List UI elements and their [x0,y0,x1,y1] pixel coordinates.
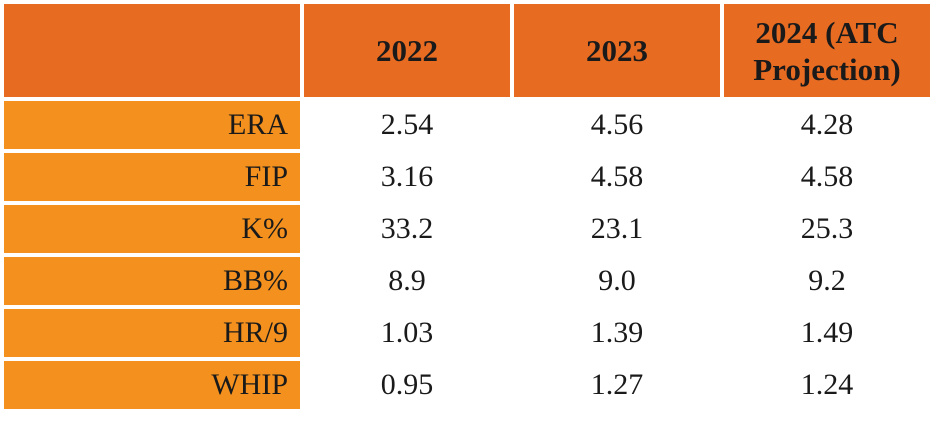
table-row: HR/9 1.03 1.39 1.49 [0,305,930,361]
row-label: HR/9 [0,305,304,361]
value-cell: 23.1 [510,201,724,257]
row-label: WHIP [0,357,304,413]
value-cell: 33.2 [300,201,514,257]
row-label: ERA [0,97,304,153]
table-row: BB% 8.9 9.0 9.2 [0,253,930,309]
header-row: 2022 2023 2024 (ATC Projection) [0,0,930,101]
stats-table: 2022 2023 2024 (ATC Projection) ERA 2.54 4… [0,0,930,413]
column-header-2023: 2023 [510,0,724,101]
value-cell: 9.0 [510,253,724,309]
value-cell: 3.16 [300,149,514,205]
value-cell: 1.39 [510,305,724,361]
value-cell: 4.58 [510,149,724,205]
table-row: WHIP 0.95 1.27 1.24 [0,357,930,413]
value-cell: 0.95 [300,357,514,413]
value-cell: 1.27 [510,357,724,413]
value-cell: 4.56 [510,97,724,153]
table-row: K% 33.2 23.1 25.3 [0,201,930,257]
table-row: FIP 3.16 4.58 4.58 [0,149,930,205]
value-cell: 1.24 [720,357,930,413]
value-cell: 8.9 [300,253,514,309]
value-cell: 4.58 [720,149,930,205]
row-label: K% [0,201,304,257]
value-cell: 1.03 [300,305,514,361]
column-header-2022: 2022 [300,0,514,101]
value-cell: 1.49 [720,305,930,361]
row-label: BB% [0,253,304,309]
row-label: FIP [0,149,304,205]
value-cell: 2.54 [300,97,514,153]
table-row: ERA 2.54 4.56 4.28 [0,97,930,153]
value-cell: 25.3 [720,201,930,257]
header-corner-cell [0,0,304,101]
value-cell: 4.28 [720,97,930,153]
table-body: ERA 2.54 4.56 4.28 FIP 3.16 4.58 4.58 K% 33.2 23.1… [0,97,930,413]
value-cell: 9.2 [720,253,930,309]
column-header-2024-projection: 2024 (ATC Projection) [720,0,930,101]
